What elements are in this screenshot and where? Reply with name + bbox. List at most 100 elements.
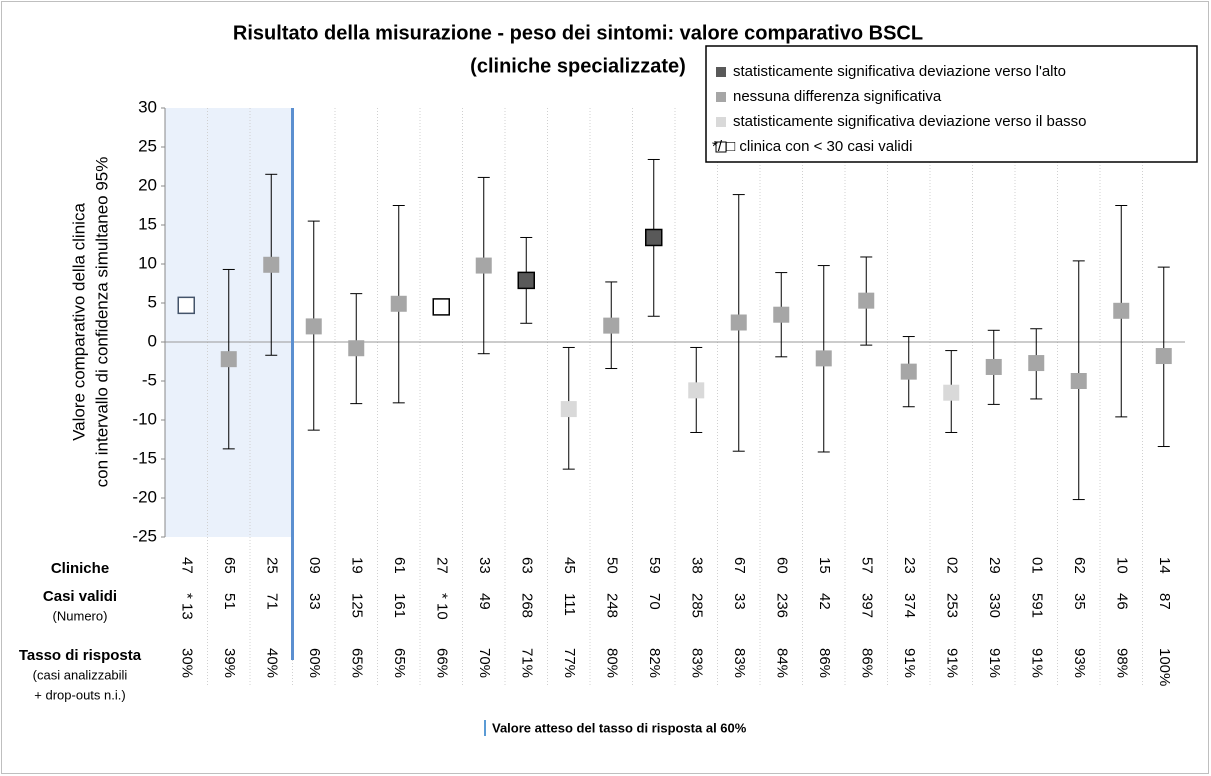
row-header: Casi validi (43, 588, 117, 605)
category-label: 47 (178, 557, 195, 574)
point (1070, 373, 1087, 389)
category-label: 29 (986, 557, 1003, 574)
category-label: 02 (943, 557, 960, 574)
casi-label: 285 (688, 593, 705, 618)
legend-label: nessuna differenza significativa (733, 88, 942, 105)
legend-label: */ □ clinica con < 30 casi validi (712, 138, 912, 155)
point (560, 401, 577, 418)
tasso-label: 39% (221, 648, 238, 678)
point (390, 295, 407, 312)
point (645, 228, 663, 247)
category-label: 10 (1113, 557, 1130, 574)
category-label: 57 (858, 557, 875, 574)
point (688, 382, 705, 399)
y-tick-label: 30 (138, 97, 157, 116)
point (985, 358, 1002, 375)
point (432, 298, 450, 316)
tasso-label: 84% (773, 648, 790, 678)
point (220, 351, 237, 368)
tasso-label: 65% (391, 648, 408, 678)
tasso-label: 91% (943, 648, 960, 678)
category-label: 14 (1156, 557, 1173, 574)
tasso-label: 91% (986, 648, 1003, 678)
tasso-label: 40% (263, 648, 280, 678)
casi-label: 268 (518, 593, 535, 618)
point (305, 318, 322, 335)
legend-swatch (716, 117, 726, 127)
y-tick-label: 20 (138, 175, 157, 194)
tasso-label: 66% (433, 648, 450, 678)
legend-label: statisticamente significativa deviazione… (733, 113, 1087, 130)
y-tick-label: 10 (138, 253, 157, 272)
point (943, 384, 960, 401)
point (603, 317, 620, 334)
y-axis-label: con intervallo di confidenza simultaneo … (92, 157, 111, 488)
row-header: Tasso di risposta (19, 647, 142, 664)
category-label: 62 (1071, 557, 1088, 574)
casi-label: 111 (561, 593, 578, 616)
casi-label: 125 (348, 593, 365, 618)
point (1028, 355, 1045, 372)
category-label: 61 (391, 557, 408, 574)
category-label: 60 (773, 557, 790, 574)
category-label: 01 (1028, 557, 1045, 574)
tasso-label: 65% (348, 648, 365, 678)
casi-label: 591 (1028, 593, 1045, 618)
casi-label: 46 (1113, 593, 1130, 610)
category-label: 38 (688, 557, 705, 574)
category-label: 65 (221, 557, 238, 574)
casi-label: 51 (221, 593, 238, 610)
category-label: 59 (646, 557, 663, 574)
tasso-label: 93% (1071, 648, 1088, 678)
casi-label: 248 (603, 593, 620, 618)
point (858, 292, 875, 309)
point (730, 314, 747, 331)
tasso-label: 86% (858, 648, 875, 678)
chart-subtitle: (cliniche specializzate) (470, 55, 686, 77)
tasso-label: 100% (1156, 648, 1173, 686)
tasso-label: 70% (476, 648, 493, 678)
category-label: 50 (603, 557, 620, 574)
casi-label: 71 (263, 593, 280, 610)
category-label: 19 (348, 557, 365, 574)
casi-label: 236 (773, 593, 790, 618)
y-axis-label: Valore comparativo della clinica (69, 203, 88, 441)
row-header: + drop-outs n.i.) (34, 687, 125, 702)
legend-swatch (716, 67, 726, 77)
row-header: (casi analizzabili (33, 667, 128, 682)
category-label: 25 (263, 557, 280, 574)
point (517, 271, 535, 290)
row-header: Cliniche (51, 560, 109, 577)
y-tick-label: -20 (132, 487, 157, 506)
casi-label: * 13 (178, 593, 195, 620)
tasso-label: 83% (688, 648, 705, 678)
y-tick-label: 5 (148, 292, 157, 311)
chart-title: Risultato della misurazione - peso dei s… (233, 22, 923, 44)
point (1155, 348, 1172, 365)
category-label: 45 (561, 557, 578, 574)
note: Valore atteso del tasso di risposta al 6… (492, 720, 747, 735)
y-tick-label: -15 (132, 448, 157, 467)
y-tick-label: 25 (138, 136, 157, 155)
category-label: 15 (816, 557, 833, 574)
point (773, 306, 790, 323)
casi-label: 253 (943, 593, 960, 618)
point (1113, 302, 1130, 319)
y-tick-label: -5 (142, 370, 157, 389)
point (815, 350, 832, 367)
tasso-label: 77% (561, 648, 578, 678)
casi-label: 374 (901, 593, 918, 618)
point (263, 256, 280, 273)
casi-label: 33 (731, 593, 748, 610)
legend-swatch (715, 141, 727, 153)
tasso-label: 30% (178, 648, 195, 678)
tasso-label: 60% (306, 648, 323, 678)
casi-label: * 10 (433, 593, 450, 620)
category-label: 67 (731, 557, 748, 574)
row-header: (Numero) (53, 608, 108, 623)
tasso-label: 91% (901, 648, 918, 678)
casi-label: 35 (1071, 593, 1088, 610)
casi-label: 33 (306, 593, 323, 610)
tasso-label: 98% (1113, 648, 1130, 678)
